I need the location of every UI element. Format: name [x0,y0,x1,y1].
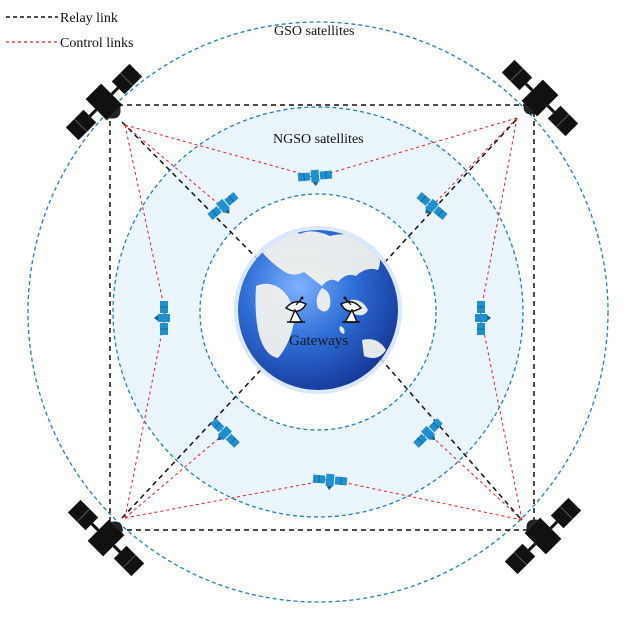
gso-orbit-ring [27,21,609,603]
legend-relay-label: Relay link [60,11,118,26]
ngso-satellites-label: NGSO satellites [273,132,364,147]
legend-control-label: Control links [60,36,134,51]
gateways-label: Gateways [289,333,348,349]
control-links [124,117,523,521]
gso-satellite-icon [62,490,154,582]
gso-satellite-icon [492,54,584,146]
earth-globe-icon [234,226,402,394]
legend: Relay link Control links [6,11,134,51]
gso-satellite-icon [60,58,152,150]
ngso-outer-orbit-ring [112,106,524,518]
gso-satellite-icon [495,488,587,580]
ngso-inner-orbit-ring [199,193,437,431]
gso-satellites-label: GSO satellites [274,24,355,39]
